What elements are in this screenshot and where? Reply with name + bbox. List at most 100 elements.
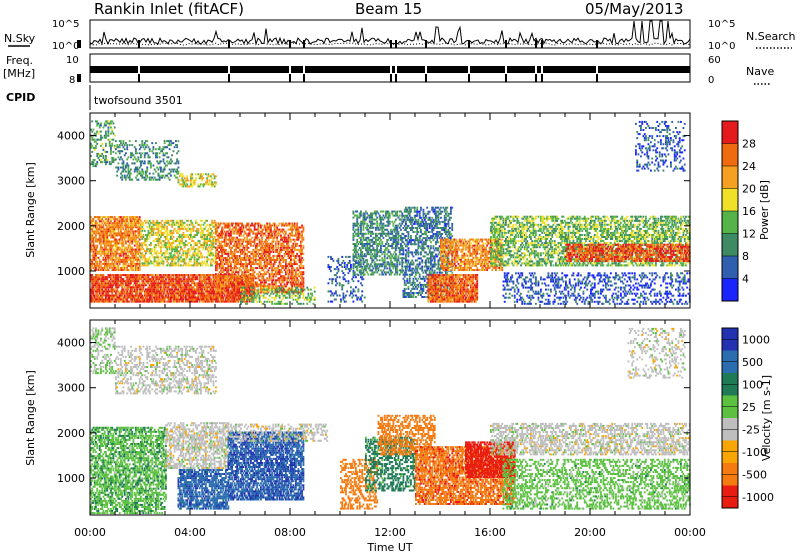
power-cell: [135, 274, 137, 277]
power-cell: [197, 264, 200, 267]
power-cell: [165, 282, 167, 285]
power-cell: [186, 252, 189, 255]
power-cell: [162, 234, 165, 236]
power-cell: [181, 260, 184, 263]
power-cell: [130, 278, 132, 281]
power-cell: [192, 292, 195, 295]
power-cell: [206, 236, 209, 238]
power-cell: [248, 294, 251, 297]
power-cell: [131, 290, 134, 293]
freq-gap: [425, 64, 427, 74]
power-cell: [161, 176, 164, 179]
power-cell: [193, 292, 196, 295]
power-cell: [202, 238, 205, 240]
power-cell: [190, 175, 192, 178]
power-cell: [213, 246, 216, 249]
power-cell: [201, 236, 204, 238]
power-cell: [190, 246, 192, 249]
power-cell: [282, 242, 285, 245]
power-cell: [230, 230, 232, 233]
power-cell: [275, 224, 277, 227]
power-cell: [215, 230, 217, 233]
power-cell: [122, 266, 125, 269]
power-cell: [261, 267, 264, 270]
power-cell: [137, 236, 140, 239]
power-cell: [226, 238, 229, 241]
power-cell: [248, 261, 251, 264]
power-cell: [248, 283, 251, 286]
power-cell: [280, 283, 282, 286]
power-cell: [120, 260, 122, 263]
power-cell: [130, 290, 132, 293]
power-cell: [258, 279, 261, 282]
power-cell: [227, 269, 230, 272]
power-cell: [241, 259, 244, 261]
power-cell: [97, 282, 100, 285]
power-cell: [241, 263, 244, 266]
power-cell: [133, 230, 136, 233]
power-cell: [132, 294, 135, 297]
power-cell: [197, 254, 200, 257]
power-cell: [195, 274, 197, 277]
power-cell: [217, 226, 220, 229]
power-cell: [105, 242, 107, 245]
power-cell: [140, 292, 142, 295]
power-cell: [208, 238, 211, 240]
power-cell: [126, 226, 129, 229]
power-cell: [187, 179, 190, 182]
power-cell: [206, 290, 209, 293]
power-cell: [172, 278, 175, 281]
power-cell: [161, 219, 164, 222]
power-cell: [106, 234, 109, 237]
power-cell: [102, 248, 105, 251]
power-cell: [256, 238, 259, 241]
power-cell: [141, 246, 144, 249]
power-cell: [195, 179, 197, 182]
power-cell: [91, 286, 94, 289]
power-cell: [197, 183, 200, 186]
power-cell: [260, 285, 262, 288]
power-cell: [178, 286, 181, 289]
power-cell: [138, 220, 141, 223]
power-cell: [108, 248, 111, 251]
power-cell: [171, 221, 174, 224]
power-cell: [215, 289, 217, 292]
power-cell: [232, 281, 235, 284]
power-cell: [236, 242, 239, 245]
power-cell: [175, 264, 177, 267]
power-cell: [121, 300, 124, 303]
power-cell: [232, 222, 235, 225]
power-cell: [113, 146, 116, 149]
power-cell: [98, 286, 101, 289]
power-cell: [132, 262, 135, 265]
power-cell: [217, 246, 220, 249]
power-cell: [196, 264, 199, 267]
power-cell: [122, 262, 125, 265]
power-cell: [117, 146, 120, 149]
power-cell: [100, 298, 102, 301]
power-cell: [156, 288, 159, 291]
power-cell: [157, 294, 160, 297]
power-cell: [272, 238, 275, 241]
power-cell: [258, 275, 261, 278]
power-cell: [111, 298, 114, 301]
power-cell: [242, 250, 245, 253]
power-cell: [228, 281, 231, 284]
power-cell: [211, 290, 214, 293]
power-cell: [232, 284, 235, 287]
power-cell: [206, 238, 209, 240]
power-cell: [217, 288, 220, 291]
power-cell: [137, 286, 140, 289]
power-cell: [93, 250, 96, 253]
power-cell: [107, 262, 110, 265]
power-cell: [140, 284, 142, 287]
power-cell: [181, 219, 184, 222]
power-cell: [151, 229, 154, 232]
power-cell: [180, 236, 182, 238]
power-cell: [227, 283, 230, 286]
power-cell: [95, 165, 97, 168]
power-cell: [170, 174, 172, 177]
power-cell: [216, 283, 219, 286]
power-cell: [168, 148, 171, 151]
power-cell: [193, 242, 196, 245]
